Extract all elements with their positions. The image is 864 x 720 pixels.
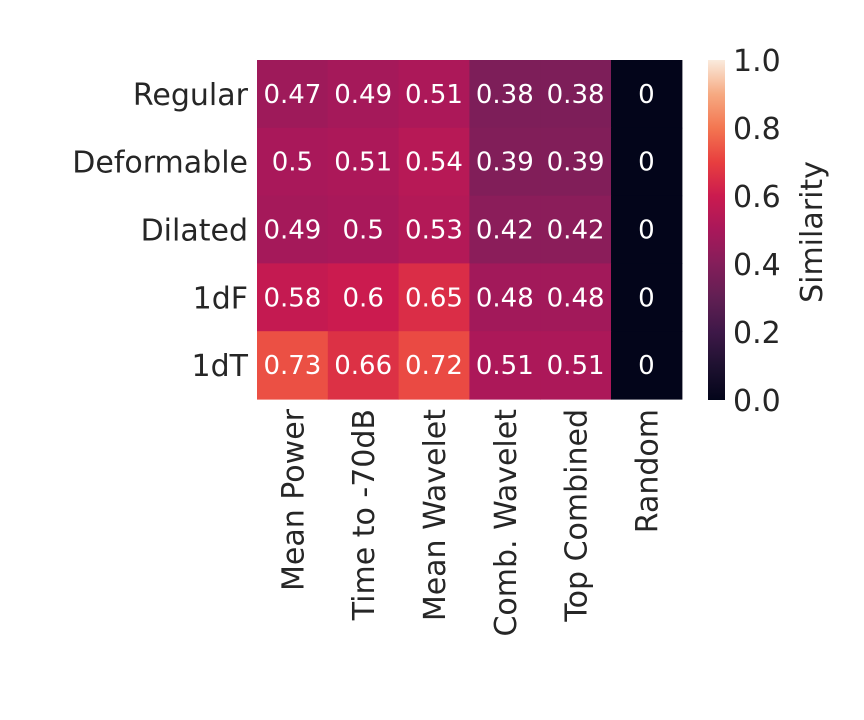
heatmap-cell-2-4 — [540, 195, 612, 264]
cell-label-0-3: 0.38 — [476, 80, 534, 110]
heatmap-cell-1-0 — [257, 127, 329, 197]
colorbar-tick-4: 0.8 — [733, 112, 781, 147]
cell-label-4-1: 0.66 — [334, 351, 392, 381]
heatmap-cell-2-1 — [327, 195, 400, 264]
column-label-4: Top Combined — [560, 409, 595, 623]
cell-label-0-4: 0.38 — [547, 80, 605, 110]
cell-label-0-0: 0.47 — [263, 80, 321, 110]
cell-label-3-1: 0.6 — [343, 283, 384, 313]
heatmap-cell-0-1 — [327, 60, 400, 129]
heatmap-cell-3-1 — [327, 263, 400, 332]
cell-label-3-3: 0.48 — [476, 283, 534, 313]
row-label-4: 1dT — [192, 349, 249, 384]
column-labels: Mean Power Time to -70dB Mean Wavelet Comb.… — [276, 408, 665, 636]
cell-label-1-0: 0.5 — [272, 148, 313, 178]
colorbar-gradient — [708, 60, 725, 400]
heatmap-cell-0-4 — [540, 60, 612, 129]
heatmap-cell-0-3 — [469, 60, 541, 129]
cell-label-3-0: 0.58 — [263, 283, 321, 313]
cell-label-4-5: 0 — [638, 351, 655, 381]
cell-label-1-2: 0.54 — [405, 148, 463, 178]
row-label-3: 1dF — [193, 281, 248, 316]
heatmap-cell-1-2 — [398, 127, 470, 197]
heatmap-cell-3-0 — [257, 263, 329, 332]
column-label-0: Mean Power — [276, 408, 311, 591]
heatmap-cell-1-4 — [540, 127, 612, 197]
heatmap-cell-4-2 — [398, 331, 470, 400]
colorbar-tick-5: 1.0 — [733, 44, 781, 79]
colorbar-tick-0: 0.0 — [733, 384, 781, 419]
cell-label-2-2: 0.53 — [405, 216, 463, 246]
heatmap-cell-2-2 — [398, 195, 470, 264]
cell-label-1-1: 0.51 — [334, 148, 392, 178]
column-label-3: Comb. Wavelet — [489, 409, 524, 637]
cell-label-4-0: 0.73 — [263, 351, 321, 381]
heatmap-cell-3-4 — [540, 263, 612, 332]
colorbar-tick-3: 0.6 — [733, 180, 781, 215]
row-label-2: Dilated — [141, 214, 248, 249]
cell-label-2-1: 0.5 — [343, 216, 384, 246]
heatmap-cells — [257, 60, 683, 400]
cell-label-3-4: 0.48 — [547, 283, 605, 313]
cell-label-2-4: 0.42 — [547, 216, 605, 246]
cell-label-0-1: 0.49 — [334, 80, 392, 110]
colorbar: 0.0 0.2 0.4 0.6 0.8 1.0 Similarity — [708, 44, 830, 419]
heatmap-cell-2-0 — [257, 195, 329, 264]
row-label-1: Deformable — [72, 146, 248, 181]
heatmap-cell-3-2 — [398, 263, 470, 332]
cell-label-3-5: 0 — [638, 283, 655, 313]
colorbar-tick-1: 0.2 — [733, 316, 781, 351]
cell-label-1-5: 0 — [638, 148, 655, 178]
column-label-1: Time to -70dB — [347, 409, 382, 621]
row-labels: Regular Deformable Dilated 1dF 1dT — [72, 78, 248, 384]
cell-label-3-2: 0.65 — [405, 283, 463, 313]
heatmap-cell-4-0 — [257, 331, 329, 400]
cell-label-2-3: 0.42 — [476, 216, 534, 246]
cell-label-4-3: 0.51 — [476, 351, 534, 381]
heatmap-cell-0-2 — [398, 60, 470, 129]
cell-label-2-5: 0 — [638, 216, 655, 246]
cell-label-4-4: 0.51 — [547, 351, 605, 381]
cell-label-1-3: 0.39 — [476, 148, 534, 178]
heatmap-cell-2-5 — [611, 195, 683, 264]
colorbar-label: Similarity — [795, 161, 830, 303]
heatmap-cell-0-5 — [611, 60, 683, 129]
heatmap-cell-4-3 — [469, 331, 541, 400]
heatmap-cell-4-1 — [327, 331, 400, 400]
heatmap-cell-4-5 — [611, 331, 683, 400]
heatmap-cell-1-1 — [327, 127, 400, 197]
cell-label-2-0: 0.49 — [263, 216, 321, 246]
heatmap-cell-4-4 — [540, 331, 612, 400]
column-label-5: Random — [630, 409, 665, 533]
cell-label-1-4: 0.39 — [547, 148, 605, 178]
row-label-0: Regular — [133, 78, 249, 113]
heatmap-cell-2-3 — [469, 195, 541, 264]
heatmap-cell-1-3 — [469, 127, 541, 197]
cell-label-0-2: 0.51 — [405, 80, 463, 110]
cell-label-0-5: 0 — [638, 80, 655, 110]
column-label-2: Mean Wavelet — [418, 409, 453, 621]
heatmap-cell-labels: 0.47 0.49 0.51 0.38 0.38 0 0.5 0.51 0.54 0.39 0.39… — [263, 80, 654, 381]
cell-label-4-2: 0.72 — [405, 351, 463, 381]
heatmap-cell-0-0 — [257, 60, 329, 129]
heatmap-cell-1-5 — [611, 127, 683, 197]
colorbar-ticks: 0.0 0.2 0.4 0.6 0.8 1.0 — [733, 44, 781, 419]
heatmap-cell-3-5 — [611, 263, 683, 332]
heatmap-cell-3-3 — [469, 263, 541, 332]
colorbar-tick-2: 0.4 — [733, 248, 781, 283]
